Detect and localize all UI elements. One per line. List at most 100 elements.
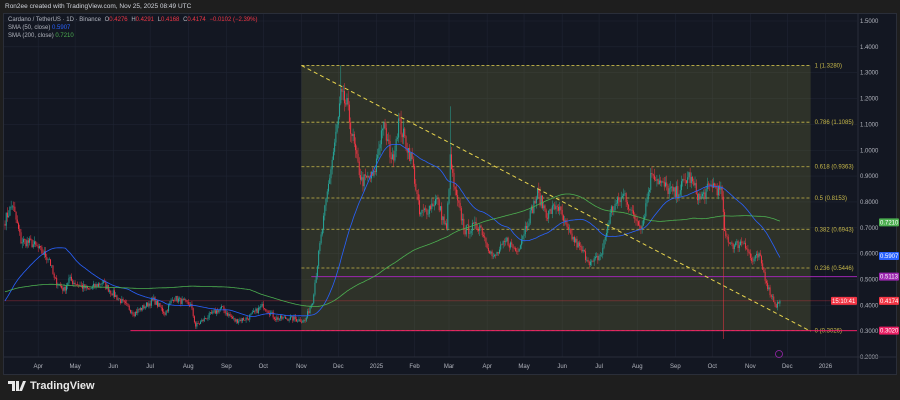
candle-body	[699, 193, 701, 200]
candle-body	[573, 236, 575, 243]
candle-body	[685, 180, 687, 183]
price-label-text: 0.7210	[880, 220, 899, 226]
candle-body	[145, 302, 147, 307]
sma50-row[interactable]: SMA (50, close) 0.5907	[8, 24, 257, 32]
candle-body	[513, 247, 515, 249]
candle-body	[465, 225, 467, 235]
candle-body	[601, 254, 603, 256]
candle-body	[726, 236, 728, 237]
candle-body	[63, 286, 65, 291]
candle-body	[282, 317, 284, 319]
tradingview-logo[interactable]: TradingView	[8, 380, 95, 392]
price-tick-label: 1.1000	[860, 122, 879, 128]
candle-body	[682, 178, 684, 182]
candle-body	[439, 206, 441, 211]
candle-body	[330, 169, 332, 179]
candle-body	[131, 312, 133, 313]
candle-body	[150, 299, 152, 306]
candle-body	[54, 277, 56, 279]
candle-body	[308, 311, 310, 314]
candle-body	[757, 253, 759, 258]
candle-body	[36, 244, 38, 247]
candle-body	[551, 205, 553, 214]
candle-body	[291, 315, 293, 317]
candle-body	[626, 201, 628, 205]
candle-body	[200, 321, 202, 324]
candle-body	[409, 148, 411, 161]
candle-body	[169, 302, 171, 305]
candle-body	[412, 159, 414, 167]
candle-body	[327, 183, 329, 192]
candle-body	[358, 161, 360, 176]
candle-body	[390, 157, 392, 159]
brand-name: TradingView	[30, 380, 95, 392]
candle-body	[68, 278, 70, 284]
candle-body	[259, 307, 261, 309]
realtime-icon[interactable]	[775, 350, 783, 358]
candle-body	[655, 179, 657, 181]
candle-body	[625, 193, 627, 202]
chart-pane[interactable]	[3, 13, 897, 375]
candle-body	[97, 283, 99, 287]
candle-body	[715, 185, 717, 189]
candle-body	[744, 242, 746, 249]
time-tick-label: Jul	[146, 364, 154, 370]
candle-body	[394, 150, 396, 161]
candle-body	[255, 308, 257, 312]
candle-body	[663, 181, 665, 187]
candle-body	[572, 236, 574, 240]
candle-body	[323, 215, 325, 230]
symbol-name[interactable]: Cardano / TetherUS · 1D · Binance	[8, 17, 101, 23]
candle-body	[621, 196, 623, 198]
candle-body	[628, 204, 630, 210]
candle-body	[742, 242, 744, 244]
candle-body	[69, 276, 71, 279]
price-label-text: 0.5907	[880, 254, 899, 260]
candle-body	[580, 246, 582, 247]
candle-body	[105, 281, 107, 289]
candle-body	[115, 295, 117, 297]
candle-body	[603, 240, 605, 248]
candle-body	[703, 192, 705, 194]
candle-body	[256, 308, 258, 314]
candle-body	[315, 276, 317, 283]
candle-body	[405, 136, 407, 149]
candle-body	[679, 190, 681, 195]
candle-body	[353, 134, 355, 144]
candle-body	[501, 244, 503, 246]
candle-body	[29, 238, 31, 243]
candle-body	[342, 91, 344, 92]
candle-body	[356, 150, 358, 154]
change-value: −0.0102 (−2.39%)	[209, 17, 258, 23]
candle-body	[341, 88, 343, 92]
candle-body	[15, 211, 17, 220]
candle-body	[607, 226, 609, 233]
candle-body	[78, 284, 80, 286]
high-label: H	[131, 17, 136, 23]
candle-body	[232, 316, 234, 319]
candle-body	[529, 210, 531, 224]
fib-level-label: 0.618 (0.9363)	[815, 165, 854, 171]
candle-body	[217, 310, 219, 313]
candle-body	[213, 310, 215, 312]
candle-body	[389, 141, 391, 158]
candle-body	[710, 184, 712, 186]
candle-body	[45, 251, 47, 258]
sma200-row[interactable]: SMA (200, close) 0.7210	[8, 32, 257, 40]
candle-body	[304, 319, 306, 321]
candle-body	[430, 205, 432, 210]
candle-body	[637, 221, 639, 226]
candle-body	[537, 188, 539, 199]
candle-body	[51, 265, 53, 267]
candle-body	[27, 240, 29, 243]
candle-body	[25, 239, 27, 247]
candle-body	[324, 205, 326, 216]
candle-body	[428, 205, 430, 214]
candle-body	[275, 318, 277, 320]
candle-body	[133, 314, 135, 316]
candle-body	[396, 137, 398, 139]
time-tick-label: 2026	[819, 364, 833, 370]
candle-body	[236, 319, 238, 323]
candle-body	[768, 287, 770, 290]
